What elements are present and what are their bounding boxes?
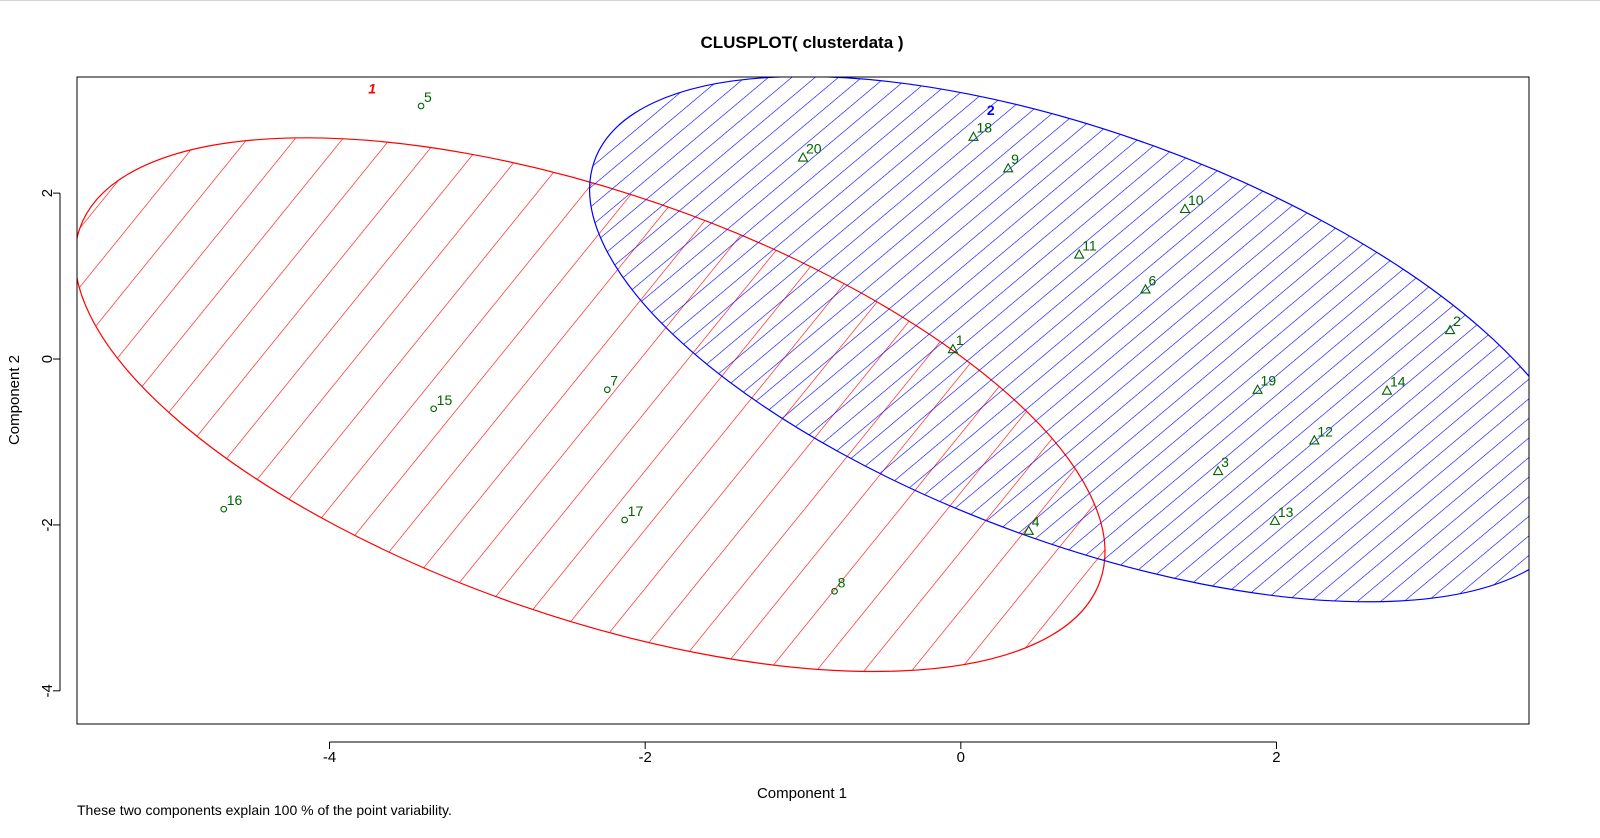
point-label-14: 14 <box>1390 374 1406 390</box>
point-label-5: 5 <box>424 89 432 105</box>
point-marker-15 <box>430 405 438 413</box>
point-label-6: 6 <box>1148 272 1156 288</box>
point-marker-14 <box>1381 384 1393 395</box>
point-label-16: 16 <box>227 492 243 508</box>
x-tick-label: -4 <box>323 749 336 766</box>
point-label-12: 12 <box>1317 423 1333 439</box>
point-label-20: 20 <box>806 140 822 156</box>
point-label-17: 17 <box>628 503 644 519</box>
point-label-7: 7 <box>610 373 618 389</box>
cluster-2-ellipse <box>589 77 1529 603</box>
x-tick-label: 2 <box>1272 749 1280 766</box>
window-top-rule <box>0 0 1600 1</box>
point-label-19: 19 <box>1261 373 1277 389</box>
point-marker-19 <box>1252 384 1263 394</box>
variability-footnote: These two components explain 100 % of th… <box>77 802 452 818</box>
x-tick-label: 0 <box>957 749 965 766</box>
point-marker-2 <box>1444 324 1456 335</box>
point-marker-13 <box>1269 515 1281 525</box>
point-marker-1 <box>947 343 959 354</box>
point-marker-17 <box>621 516 629 524</box>
point-label-10: 10 <box>1188 192 1204 208</box>
point-marker-6 <box>1140 283 1151 294</box>
x-axis: -4 -2 0 2 <box>323 741 1281 766</box>
cluster-2-label: 2 <box>987 102 995 118</box>
point-marker-3 <box>1212 465 1224 476</box>
point-label-3: 3 <box>1221 454 1229 470</box>
point-label-11: 11 <box>1082 238 1097 254</box>
point-marker-7 <box>603 386 611 394</box>
point-marker-16 <box>220 505 228 513</box>
point-label-4: 4 <box>1032 514 1040 530</box>
point-marker-18 <box>968 131 979 141</box>
point-label-15: 15 <box>437 392 453 408</box>
plot-frame <box>76 76 1530 725</box>
y-tick-label: -2 <box>39 518 56 531</box>
point-marker-20 <box>797 151 809 162</box>
y-tick-label: -4 <box>39 684 56 697</box>
chart-title: CLUSPLOT( clusterdata ) <box>700 33 903 52</box>
point-label-9: 9 <box>1011 151 1019 167</box>
point-marker-5 <box>417 102 425 110</box>
y-tick-label: 2 <box>39 189 56 197</box>
x-axis-label: Component 1 <box>757 785 847 802</box>
point-marker-8 <box>831 587 838 595</box>
x-tick-label: -2 <box>639 749 652 766</box>
point-label-8: 8 <box>838 574 846 590</box>
point-label-18: 18 <box>976 120 992 136</box>
cluster-1-label: 1 <box>368 81 376 97</box>
y-tick-label: 0 <box>39 355 56 363</box>
y-axis: -4 -2 0 2 <box>39 189 61 697</box>
point-label-2: 2 <box>1453 313 1461 329</box>
point-marker-11 <box>1073 248 1085 259</box>
point-label-1: 1 <box>956 332 964 348</box>
point-marker-9 <box>1002 162 1014 173</box>
cluster-ellipses: 12 <box>77 77 1529 673</box>
point-marker-10 <box>1179 203 1191 214</box>
point-marker-12 <box>1308 434 1320 445</box>
point-label-13: 13 <box>1278 504 1294 520</box>
y-axis-label: Component 2 <box>6 355 23 445</box>
point-marker-4 <box>1023 525 1035 535</box>
